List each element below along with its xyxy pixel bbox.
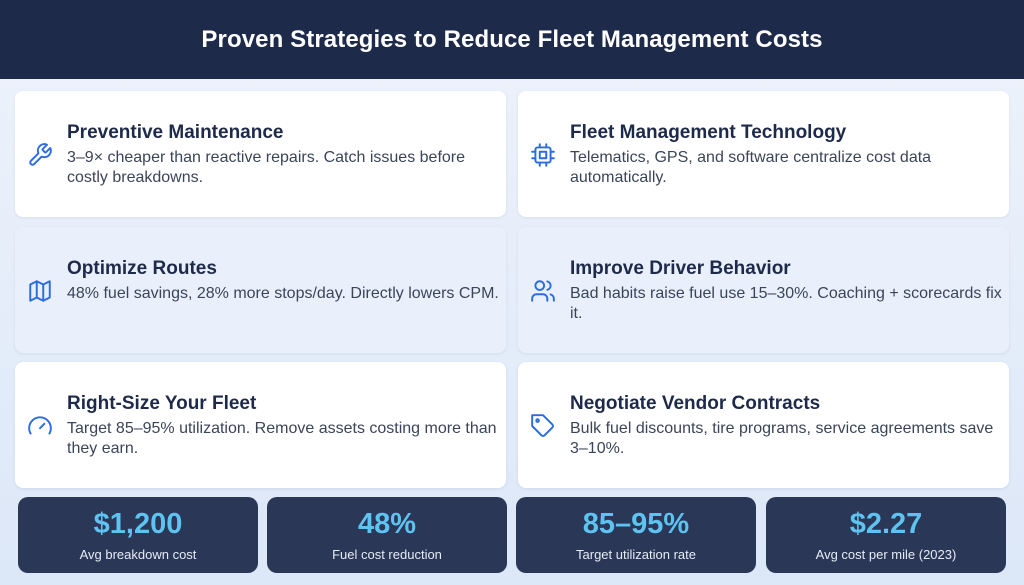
card-title: Optimize Routes: [67, 258, 217, 279]
map-icon: [26, 277, 54, 305]
card-description: Bulk fuel discounts, tire programs, serv…: [570, 420, 994, 457]
card-right-size-fleet: Right-Size Your Fleet Target 85–95% util…: [15, 362, 506, 488]
stat-value: $2.27: [849, 508, 923, 540]
stat-label: Avg cost per mile (2023): [815, 547, 957, 562]
card-title: Fleet Management Technology: [570, 122, 847, 143]
card-improve-driver-behavior: Improve Driver Behavior Bad habits raise…: [518, 227, 1009, 353]
stat-label: Target utilization rate: [576, 547, 696, 562]
card-title: Negotiate Vendor Contracts: [570, 393, 821, 414]
wrench-icon: [26, 141, 54, 169]
card-description: 3–9× cheaper than reactive repairs. Catc…: [67, 149, 466, 186]
stat-fuel-cost-reduction: 48% Fuel cost reduction: [267, 497, 507, 573]
stat-value: 85–95%: [582, 508, 690, 540]
page-header: Proven Strategies to Reduce Fleet Manage…: [0, 0, 1024, 79]
card-description: Bad habits raise fuel use 15–30%. Coachi…: [570, 285, 1002, 322]
card-negotiate-vendor-contracts: Negotiate Vendor Contracts Bulk fuel dis…: [518, 362, 1009, 488]
card-description: Telematics, GPS, and software centralize…: [570, 149, 932, 186]
page-title: Proven Strategies to Reduce Fleet Manage…: [201, 25, 823, 53]
card-title: Preventive Maintenance: [67, 122, 284, 143]
stat-target-utilization: 85–95% Target utilization rate: [516, 497, 756, 573]
chip-icon: [529, 141, 557, 169]
card-fleet-management-technology: Fleet Management Technology Telematics, …: [518, 91, 1009, 217]
stat-value: $1,200: [93, 508, 183, 540]
stat-breakdown-cost: $1,200 Avg breakdown cost: [18, 497, 258, 573]
stat-label: Avg breakdown cost: [79, 547, 197, 562]
stat-label: Fuel cost reduction: [332, 547, 442, 562]
card-optimize-routes: Optimize Routes 48% fuel savings, 28% mo…: [15, 227, 506, 353]
card-description: 48% fuel savings, 28% more stops/day. Di…: [67, 285, 499, 302]
card-preventive-maintenance: Preventive Maintenance 3–9× cheaper than…: [15, 91, 506, 217]
stat-value: 48%: [357, 508, 417, 540]
card-title: Improve Driver Behavior: [570, 258, 791, 279]
gauge-icon: [26, 412, 54, 440]
card-title: Right-Size Your Fleet: [67, 393, 257, 414]
tag-icon: [529, 412, 557, 440]
stat-cost-per-mile: $2.27 Avg cost per mile (2023): [766, 497, 1006, 573]
users-icon: [529, 277, 557, 305]
card-description: Target 85–95% utilization. Remove assets…: [67, 420, 497, 457]
